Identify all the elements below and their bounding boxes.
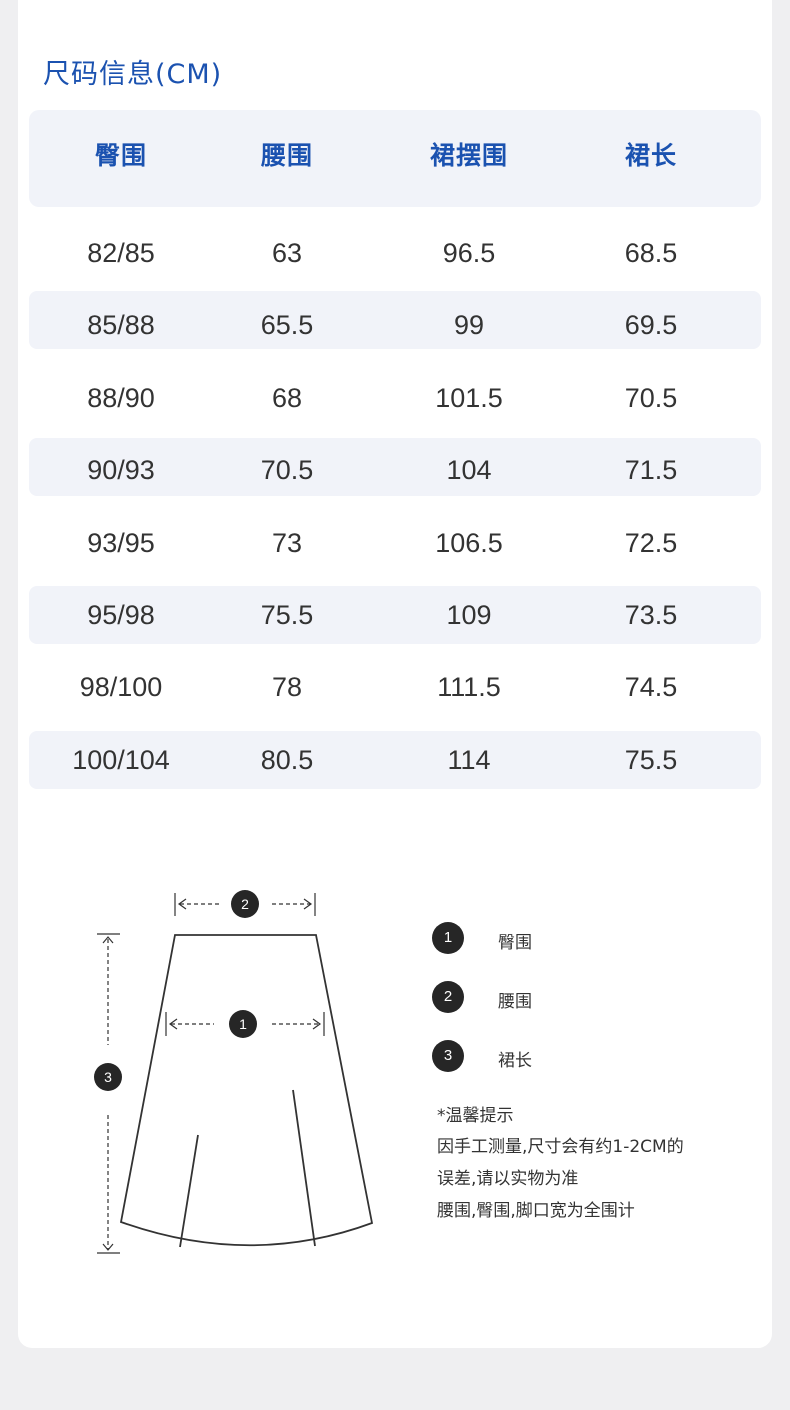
row-band [29,731,761,789]
cell-hip: 98/100 [79,672,163,702]
tips-heading: *温馨提示 [437,1106,514,1126]
cell-hip: 88/90 [87,383,155,413]
cell-hem: 99 [453,310,485,340]
cell-length: 73.5 [624,600,678,630]
cell-length: 68.5 [624,238,678,268]
legend-number-badge: 1 [432,922,464,954]
marker-2-label: 2 [241,896,249,912]
header-length: 裙长 [624,141,678,170]
cell-length: 75.5 [624,745,678,775]
marker-1-icon [229,1010,257,1038]
tips-line: 误差,请以实物为准 [437,1169,579,1189]
tips-line: 因手工测量,尺寸会有约1-2CM的 [437,1137,684,1157]
cell-hem: 111.5 [437,672,501,702]
header-waist: 腰围 [260,141,314,170]
cell-hip: 90/93 [87,455,155,485]
cell-length: 70.5 [624,383,678,413]
cell-hem: 114 [447,745,491,775]
cell-waist: 63 [271,238,303,268]
cell-hip: 82/85 [87,238,155,268]
cell-hem: 109 [446,600,492,630]
cell-waist: 78 [271,672,303,702]
cell-waist: 68 [271,383,303,413]
cell-waist: 73 [271,528,303,558]
cell-length: 69.5 [624,310,678,340]
page-title: 尺码信息(CM) [43,59,223,90]
cell-hip: 85/88 [87,310,155,340]
header-hem: 裙摆围 [429,141,509,170]
cell-hem: 96.5 [442,238,496,268]
legend-label: 臀围 [498,933,532,953]
table-header-bar [29,110,761,207]
skirt-pleat-right [292,1089,316,1247]
cell-waist: 70.5 [260,455,314,485]
cell-waist: 80.5 [260,745,314,775]
row-band [29,438,761,496]
size-card [18,0,772,1348]
cell-length: 74.5 [624,672,678,702]
cell-waist: 75.5 [260,600,314,630]
marker-2-icon [231,890,259,918]
tips-line: 腰围,臀围,脚口宽为全围计 [437,1201,635,1221]
cell-hem: 104 [446,455,492,485]
cell-length: 71.5 [624,455,678,485]
legend-number-badge: 3 [432,1040,464,1072]
cell-hip: 95/98 [87,600,155,630]
legend-label: 腰围 [498,992,532,1012]
skirt-outline [119,934,374,1247]
header-hip: 臀围 [94,141,148,170]
marker-1-label: 1 [239,1016,247,1032]
row-band [29,291,761,349]
legend-number-badge: 2 [432,981,464,1013]
cell-length: 72.5 [624,528,678,558]
marker-3-label: 3 [104,1069,112,1085]
cell-waist: 65.5 [260,310,314,340]
cell-hem: 106.5 [435,528,503,558]
row-band [29,586,761,644]
marker-3-icon [94,1063,122,1091]
cell-hip: 93/95 [87,528,155,558]
cell-hip: 100/104 [72,745,170,775]
legend-label: 裙长 [498,1051,532,1071]
cell-hem: 101.5 [435,383,503,413]
skirt-pleat-left [179,1134,199,1248]
